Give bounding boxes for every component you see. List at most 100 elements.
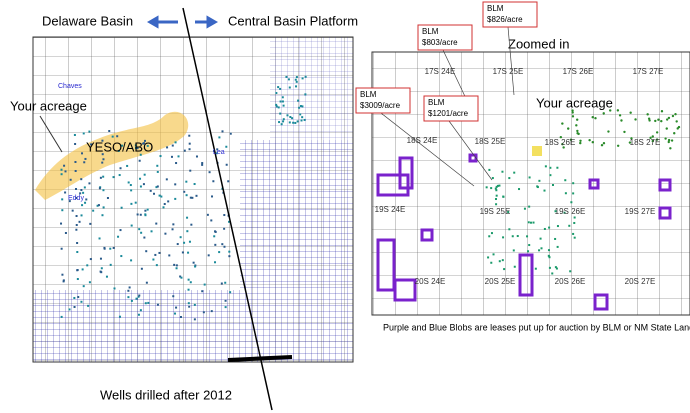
well <box>155 222 158 225</box>
well <box>173 312 176 315</box>
well <box>569 270 572 273</box>
well <box>602 112 605 115</box>
well <box>60 168 63 171</box>
well <box>669 147 672 150</box>
well <box>188 134 191 137</box>
well <box>101 214 104 217</box>
leader <box>380 112 475 187</box>
well <box>152 192 155 195</box>
well <box>279 100 282 103</box>
callouts: BLM $803/acre BLM $826/acre BLM $3009/acre BLM… <box>355 1 538 187</box>
well <box>623 130 626 134</box>
well <box>113 287 116 290</box>
well <box>175 306 178 309</box>
well <box>102 189 105 192</box>
well <box>228 255 231 258</box>
well <box>183 149 186 152</box>
callout-agency: BLM <box>428 98 445 107</box>
well <box>573 221 576 224</box>
well <box>570 201 573 204</box>
well <box>556 225 559 228</box>
well <box>193 318 196 321</box>
well <box>63 164 66 167</box>
well <box>206 213 209 216</box>
well <box>150 230 153 233</box>
well <box>109 263 112 266</box>
well <box>527 250 530 253</box>
well <box>280 123 283 126</box>
well <box>559 135 563 139</box>
well <box>75 187 78 190</box>
well <box>176 243 179 246</box>
well <box>568 224 571 227</box>
well <box>299 105 302 108</box>
lease <box>420 228 434 242</box>
well <box>134 144 137 147</box>
well <box>577 132 580 136</box>
well <box>75 197 78 200</box>
township-label: 20S 26E <box>555 277 586 286</box>
well <box>282 104 285 107</box>
lease <box>393 278 417 302</box>
well <box>654 119 657 123</box>
township-label: 19S 27E <box>625 207 656 216</box>
well <box>80 300 83 303</box>
well <box>508 177 511 180</box>
well <box>301 105 304 108</box>
well <box>117 235 120 238</box>
well <box>536 185 539 188</box>
well <box>609 109 612 112</box>
well <box>60 247 63 250</box>
well <box>288 121 291 124</box>
well <box>564 179 567 182</box>
callout-price: $1201/acre <box>428 109 469 118</box>
well <box>498 184 501 187</box>
well <box>163 203 166 206</box>
well <box>660 110 664 113</box>
well <box>140 267 143 270</box>
well <box>102 175 105 178</box>
well <box>297 99 300 102</box>
well <box>539 237 542 240</box>
well <box>119 229 122 232</box>
well <box>673 132 676 135</box>
well <box>60 315 63 318</box>
township-label: 17S 26E <box>563 67 594 76</box>
well <box>181 251 184 254</box>
well <box>97 204 100 207</box>
well <box>179 316 182 319</box>
well <box>145 281 148 284</box>
well <box>528 205 531 208</box>
leader <box>448 120 493 181</box>
well <box>228 250 231 253</box>
well <box>80 178 83 181</box>
well <box>89 258 92 261</box>
well <box>187 288 190 291</box>
well <box>285 75 288 78</box>
well <box>294 78 297 81</box>
well <box>575 124 578 127</box>
well <box>528 176 531 179</box>
dense-grid <box>33 290 353 362</box>
well <box>92 209 95 212</box>
well <box>544 165 547 168</box>
township-label: 19S 25E <box>480 207 511 216</box>
township-label: 19S 26E <box>555 207 586 216</box>
well <box>87 304 90 307</box>
well <box>277 86 280 89</box>
well <box>281 100 284 103</box>
well <box>620 119 623 122</box>
lease-blobs <box>376 109 681 311</box>
well <box>571 111 574 114</box>
well <box>667 116 671 120</box>
basin-label: Delaware Basin <box>42 13 133 28</box>
well <box>68 200 71 203</box>
township-label: 18S 24E <box>407 136 438 145</box>
well <box>166 146 169 149</box>
township-label: 18S 25E <box>475 137 506 146</box>
well <box>556 166 559 169</box>
well <box>501 170 504 173</box>
well <box>112 176 115 179</box>
well <box>220 282 223 285</box>
well <box>591 141 594 144</box>
